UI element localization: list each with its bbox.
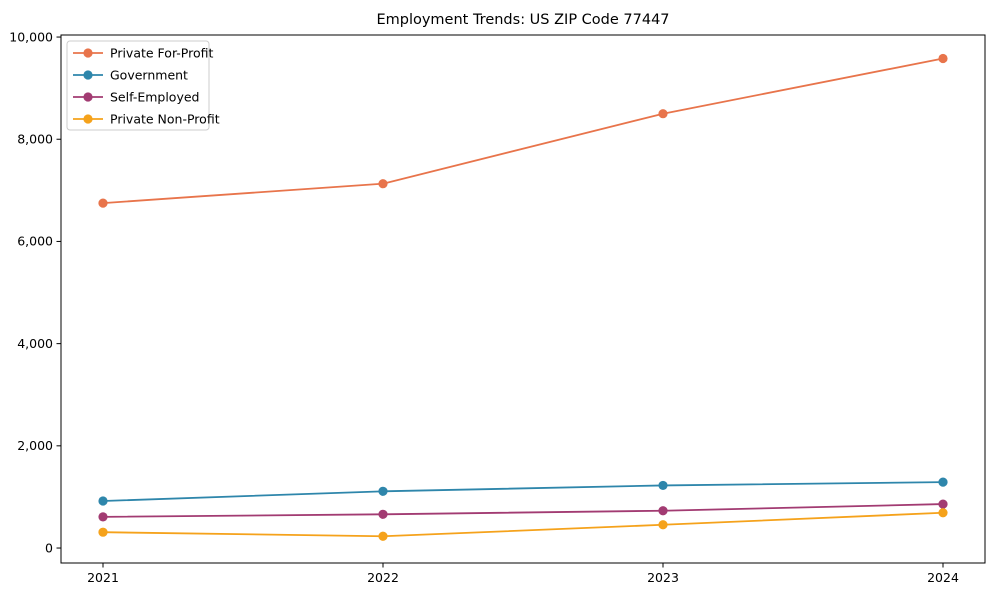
chart-title: Employment Trends: US ZIP Code 77447 (376, 12, 669, 28)
series-line-private-for-profit (102, 57, 944, 205)
legend-box (66, 40, 210, 131)
series-line-private-non-profit (102, 511, 944, 538)
x-axis-tick-label: 2022 (367, 570, 399, 585)
data-point-private-for-profit-2023 (658, 109, 668, 119)
data-point-government-2022 (378, 486, 388, 496)
series-line-government (102, 481, 944, 502)
y-axis-tick-label: 8,000 (17, 132, 53, 147)
series-line-self-employed (102, 503, 944, 518)
data-point-private-for-profit-2022 (378, 179, 388, 189)
x-axis-tick-label: 2023 (647, 570, 679, 585)
data-point-private-non-profit-2021 (98, 527, 108, 537)
data-point-government-2024 (938, 477, 948, 487)
legend-sample-marker-government (83, 70, 93, 80)
data-point-self-employed-2023 (658, 506, 668, 516)
x-axis-tick-label: 2024 (927, 570, 959, 585)
y-axis-tick-label: 10,000 (9, 29, 53, 44)
plot-border (60, 34, 986, 564)
legend-label-self-employed: Self-Employed (110, 89, 199, 104)
data-point-self-employed-2022 (378, 509, 388, 519)
y-axis-tick-label: 6,000 (17, 234, 53, 249)
legend-label-private-non-profit: Private Non-Profit (110, 111, 220, 126)
data-point-government-2023 (658, 480, 668, 491)
legend-label-private-for-profit: Private For-Profit (110, 45, 213, 60)
data-point-private-non-profit-2023 (658, 520, 668, 530)
data-point-private-non-profit-2022 (378, 531, 388, 541)
data-point-private-non-profit-2024 (938, 508, 948, 518)
data-point-government-2021 (98, 496, 108, 506)
data-point-self-employed-2021 (98, 512, 108, 522)
y-axis-tick-label: 4,000 (17, 336, 53, 351)
data-point-self-employed-2024 (938, 499, 948, 509)
data-point-private-for-profit-2024 (938, 53, 948, 64)
y-axis-tick-label: 0 (45, 540, 53, 555)
y-axis-tick-label: 2,000 (17, 438, 53, 453)
legend-sample-marker-private-for-profit (83, 48, 93, 58)
x-axis-tick-label: 2021 (87, 570, 119, 585)
data-point-private-for-profit-2021 (98, 198, 108, 208)
legend-label-government: Government (110, 67, 188, 82)
legend-sample-marker-private-non-profit (83, 114, 93, 124)
legend-sample-marker-self-employed (83, 92, 93, 102)
